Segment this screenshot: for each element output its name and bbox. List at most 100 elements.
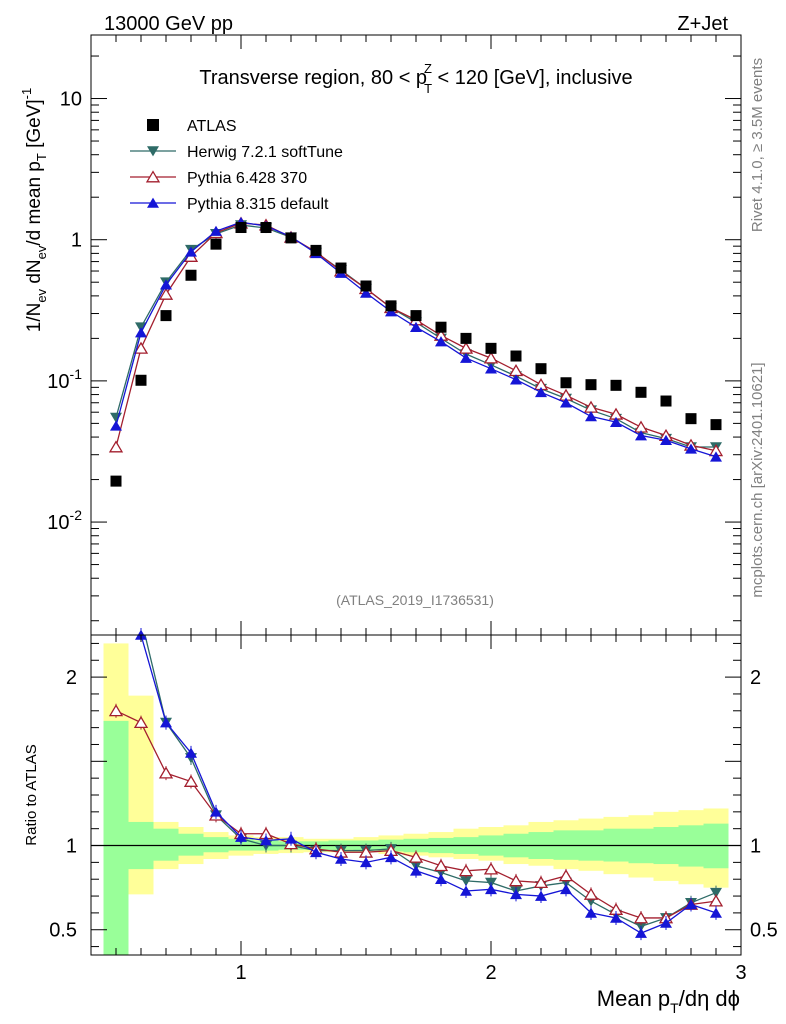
- ratio-point-pythia-8-315-default: [160, 717, 172, 728]
- ratio-bands: [91, 643, 741, 955]
- data-point-pythia-8-315-default: [660, 434, 672, 446]
- data-point-atlas: [235, 222, 247, 234]
- data-point-pythia-8-315-default: [685, 443, 697, 454]
- ratio-point-pythia-6-428-370: [583, 887, 599, 900]
- ratio-point-pythia-8-315-default: [560, 883, 572, 895]
- ratio-point-pythia-8-315-default: [210, 806, 222, 817]
- legend-marker-pythia-6-428-370: [145, 170, 161, 183]
- data-point-pythia-8-315-default: [535, 386, 547, 398]
- data-point-pythia-8-315-default: [460, 352, 472, 363]
- data-point-atlas: [160, 310, 172, 322]
- data-point-pythia-6-428-370: [458, 341, 474, 354]
- ratio-point-pythia-8-315-default: [485, 883, 497, 895]
- tick-exp: -1: [70, 366, 83, 382]
- ratio-point-pythia-8-315-default: [310, 846, 322, 858]
- legend-label-pythia-6-428-370: Pythia 6.428 370: [187, 170, 307, 187]
- ratio-point-pythia-6-428-370: [508, 874, 524, 887]
- ratio-marks: [108, 628, 724, 941]
- ratio-panel: 1 2 30.5 0.51 12 2 Ratio to ATLAS: [23, 628, 778, 984]
- legend-marker-herwig-7-2-1-softtune: [147, 146, 159, 157]
- data-point-atlas: [685, 413, 697, 425]
- ratio-point-pythia-6-428-370: [633, 911, 649, 924]
- data-point-atlas: [660, 395, 672, 407]
- tick-base: 10: [47, 512, 69, 534]
- main-y-tick-label: 10-2: [47, 507, 82, 534]
- ratio-y-tick-label: 0.5: [49, 920, 77, 942]
- x-tick-label: 2: [485, 962, 496, 984]
- data-point-atlas: [410, 310, 422, 322]
- data-point-atlas: [185, 269, 197, 281]
- data-point-pythia-8-315-default: [210, 225, 222, 236]
- ratio-point-pythia-8-315-default: [685, 899, 697, 910]
- x-axis-label: Mean pT/dη dϕ: [597, 986, 740, 1016]
- data-point-atlas: [135, 374, 147, 386]
- ratio-point-pythia-6-428-370: [408, 850, 424, 863]
- data-point-atlas: [635, 386, 647, 398]
- ratio-point-pythia-8-315-default: [185, 747, 197, 758]
- ratio-point-pythia-6-428-370: [558, 869, 574, 882]
- tick-exp: -2: [70, 507, 83, 523]
- ratio-point-pythia-8-315-default: [285, 833, 297, 844]
- data-point-pythia-8-315-default: [135, 327, 147, 338]
- ratio-point-pythia-6-428-370: [133, 715, 149, 729]
- ratio-point-pythia-6-428-370: [183, 774, 199, 787]
- ratio-frame: [90, 634, 742, 956]
- ratio-point-pythia-6-428-370: [158, 766, 174, 779]
- data-point-pythia-8-315-default: [410, 321, 422, 333]
- ratio-point-pythia-6-428-370: [108, 704, 124, 717]
- ratio-point-pythia-8-315-default: [235, 831, 247, 842]
- ratio-point-pythia-8-315-default: [585, 907, 597, 918]
- ratio-point-herwig-7-2-1-softtune: [460, 876, 472, 887]
- ratio-point-pythia-8-315-default: [435, 873, 447, 885]
- ratio-point-pythia-8-315-default: [335, 853, 347, 864]
- series-line-herwig-7-2-1-softtune: [115, 224, 716, 448]
- data-point-atlas: [210, 238, 222, 250]
- ratio-y-tick-label-right: 2: [750, 667, 761, 689]
- data-point-pythia-8-315-default: [710, 451, 722, 462]
- ratio-y-tick-label: 2: [66, 667, 77, 689]
- ratio-y-tick-label-right: 1: [750, 836, 761, 858]
- data-point-atlas: [385, 300, 397, 312]
- data-point-pythia-6-428-370: [108, 440, 124, 453]
- data-point-pythia-8-315-default: [360, 287, 372, 298]
- ratio-band-green: [103, 720, 129, 955]
- data-point-pythia-8-315-default: [585, 411, 597, 422]
- x-tick-label: 1: [235, 962, 246, 984]
- data-point-atlas: [460, 332, 472, 344]
- data-point-pythia-8-315-default: [635, 430, 647, 441]
- plot-title-post: < 120 [GeV], inclusive: [432, 67, 633, 89]
- main-y-tick-label: 1: [71, 230, 82, 252]
- y-axis-label-main: 1/Nev dNev/d mean pT [GeV]-1: [19, 88, 49, 333]
- main-marks: [108, 216, 724, 487]
- data-point-pythia-8-315-default: [610, 416, 622, 427]
- data-point-pythia-6-428-370: [133, 341, 149, 354]
- plot-title-main: Transverse region, 80 < p: [199, 67, 427, 89]
- data-point-pythia-8-315-default: [560, 397, 572, 408]
- ratio-band-green: [178, 833, 204, 856]
- data-point-atlas: [435, 321, 447, 333]
- ratio-y-tick-label-right: 0.5: [750, 920, 778, 942]
- data-point-pythia-8-315-default: [435, 336, 447, 347]
- data-point-atlas: [360, 280, 372, 292]
- data-point-atlas: [560, 377, 572, 389]
- header-right: Z+Jet: [677, 13, 728, 35]
- series-line-pythia-6-428-370: [115, 222, 717, 452]
- ratio-point-pythia-8-315-default: [710, 907, 722, 918]
- side-label-bottom: mcplots.cern.ch [arXiv:2401.10621]: [749, 362, 766, 597]
- ratio-point-pythia-8-315-default: [360, 856, 372, 868]
- data-point-atlas: [260, 222, 272, 234]
- ratio-point-pythia-8-315-default: [410, 865, 422, 876]
- data-point-atlas: [335, 262, 347, 274]
- ratio-ticks: 1 2 30.5 0.51 12 2: [49, 635, 778, 984]
- header-left: 13000 GeV pp: [104, 13, 233, 35]
- ratio-band-green: [153, 828, 179, 861]
- ratio-point-pythia-6-428-370: [458, 864, 474, 877]
- data-point-pythia-6-428-370: [483, 351, 499, 364]
- ratio-point-pythia-6-428-370: [483, 862, 499, 875]
- legend: ATLAS Herwig 7.2.1 softTune Pythia 6.428 3…: [130, 118, 343, 213]
- ratio-point-pythia-6-428-370: [433, 859, 449, 872]
- ratio-point-pythia-6-428-370: [708, 894, 724, 907]
- data-point-atlas: [310, 244, 322, 256]
